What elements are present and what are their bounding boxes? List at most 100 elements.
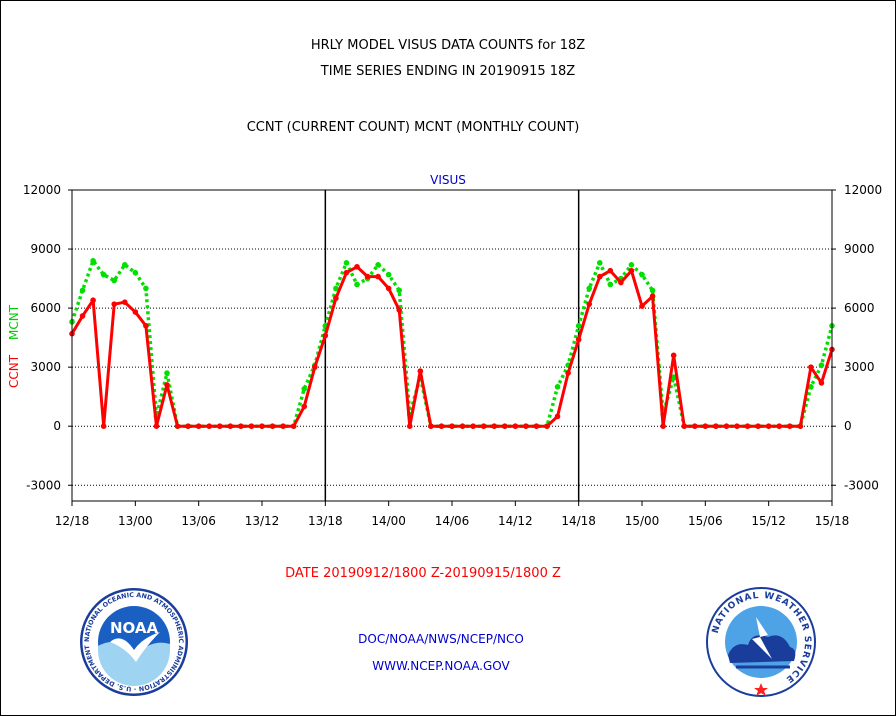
point-ccnt [765,423,772,430]
point-ccnt [90,297,96,304]
point-ccnt [438,423,445,430]
point-ccnt [301,403,308,410]
point-ccnt [586,301,593,307]
org-line: DOC/NOAA/NWS/NCEP/NCO [358,632,524,646]
nws-logo-icon: NATIONAL WEATHER SERVICE [706,587,816,697]
point-ccnt [354,263,360,270]
point-ccnt [216,423,223,430]
point-ccnt [417,368,424,374]
series-line-mcnt [70,259,834,428]
ytick-label-left: 0 [53,419,61,433]
ylabel-mcnt: MCNT [7,304,21,340]
series-layer [69,258,835,430]
point-ccnt [649,293,656,300]
point-ccnt [132,309,139,315]
point-ccnt [776,423,783,430]
point-ccnt [744,423,751,430]
xtick-label: 15/00 [625,514,660,528]
point-ccnt [238,423,244,430]
point-mcnt [554,384,561,390]
point-ccnt [660,423,666,430]
point-mcnt [90,258,96,264]
ytick-label-right: 0 [844,419,852,433]
point-ccnt [406,423,413,430]
point-ccnt [100,423,107,430]
point-ccnt [259,423,265,430]
point-ccnt [280,423,286,430]
xtick-label: 12/18 [55,514,90,528]
point-mcnt [111,277,118,284]
ylabel-ccnt: CCNT [7,354,21,388]
point-ccnt [512,423,519,430]
point-ccnt [449,423,455,430]
point-ccnt [195,423,202,430]
point-ccnt [428,423,434,430]
xtick-label: 15/06 [688,514,723,528]
point-mcnt [301,386,308,392]
series-line-ccnt [70,265,834,428]
website-link[interactable]: WWW.NCEP.NOAA.GOV [372,659,510,673]
noaa-logo-icon: NATIONAL OCEANIC AND ATMOSPHERIC ADMINIS… [80,588,188,696]
point-ccnt [808,364,814,370]
ytick-label-right: 12000 [844,183,882,197]
point-mcnt [628,261,635,268]
point-mcnt [333,285,339,292]
point-mcnt [649,287,656,294]
point-ccnt [702,423,709,430]
point-mcnt [586,285,593,292]
ytick-label-right: 3000 [844,360,875,374]
point-mcnt [818,362,825,368]
point-mcnt [639,271,645,278]
point-ccnt [723,423,730,430]
xtick-label: 14/12 [498,514,533,528]
point-ccnt [681,423,688,430]
ytick-label-right: -3000 [844,478,879,492]
point-ccnt [713,423,719,430]
point-ccnt [818,380,825,386]
point-mcnt [575,323,582,329]
point-mcnt [343,260,350,266]
point-ccnt [396,307,403,313]
point-ccnt [628,267,635,274]
plot-frame [71,189,833,502]
point-mcnt [132,269,139,276]
point-ccnt [385,285,392,292]
point-mcnt [375,261,381,268]
xtick-label: 13/12 [245,514,280,528]
point-ccnt [143,323,149,329]
noaa-logo-text: NOAA [110,619,159,637]
point-mcnt [396,287,403,294]
point-ccnt [111,301,118,307]
xtick-label: 13/06 [181,514,216,528]
point-ccnt [691,423,698,430]
point-ccnt [375,273,381,280]
point-mcnt [143,285,149,292]
axes-layer: -3000 -3000 0 0 3000 3000 6000 6000 9000 9000 1200… [23,183,882,528]
point-ccnt [121,299,128,305]
point-mcnt [79,287,86,294]
point-ccnt [153,423,160,430]
ytick-label-left: 12000 [23,183,61,197]
point-ccnt [311,364,318,370]
point-mcnt [670,374,677,380]
ytick-label-left: 6000 [30,301,61,315]
point-ccnt [554,413,561,420]
title-line-2: TIME SERIES ENDING IN 20190915 18Z [320,64,576,79]
point-ccnt [544,423,550,430]
point-ccnt [734,423,740,430]
xtick-label: 13/18 [308,514,343,528]
point-mcnt [385,271,392,278]
xtick-label: 13/00 [118,514,153,528]
point-ccnt [491,423,498,430]
date-range-label: DATE 20190912/1800 Z-20190915/1800 Z [285,566,561,581]
point-ccnt [533,423,540,430]
point-mcnt [121,261,128,268]
point-ccnt [575,336,582,343]
point-mcnt [100,271,107,278]
point-ccnt [174,423,181,430]
point-mcnt [354,281,360,288]
point-ccnt [501,423,508,430]
point-ccnt [670,352,677,359]
point-ccnt [290,423,297,430]
